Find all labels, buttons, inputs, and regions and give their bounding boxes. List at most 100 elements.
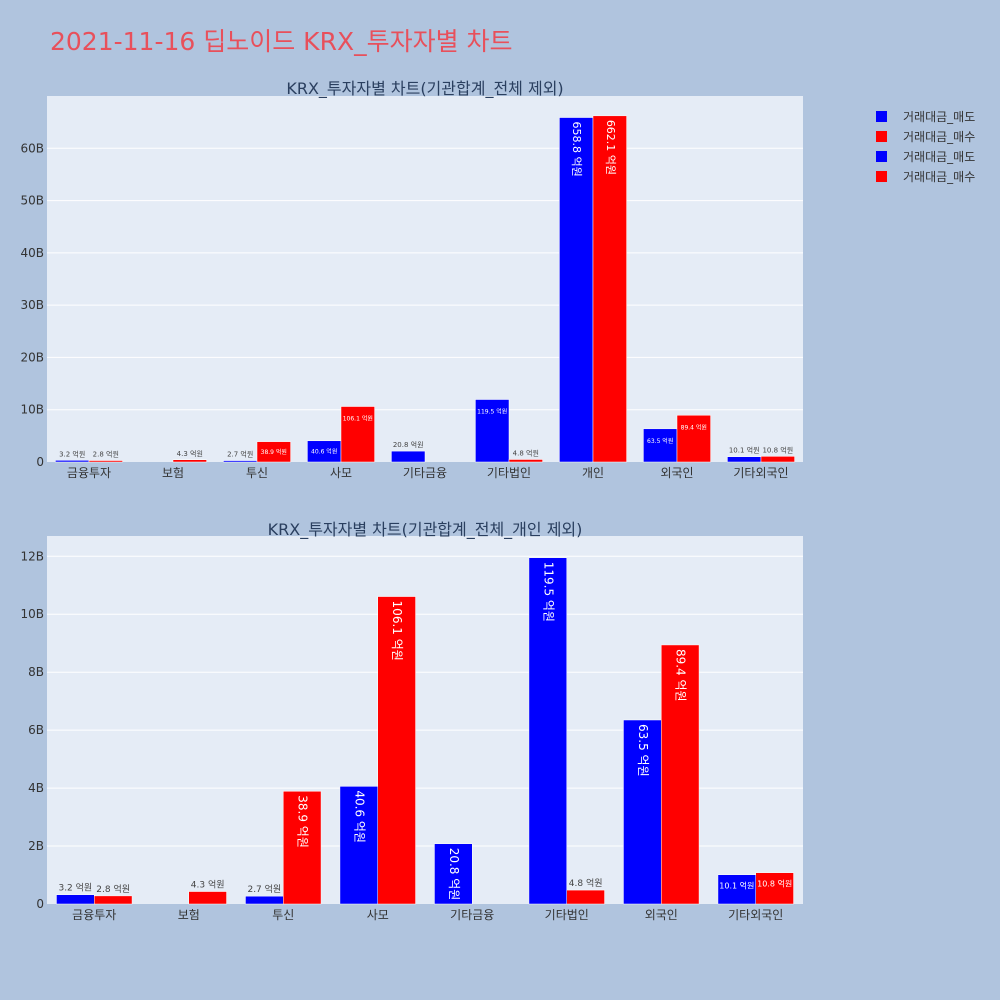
- data-label: 20.8 억원: [393, 440, 424, 449]
- bar: [760, 456, 795, 463]
- data-label: 3.2 억원: [58, 882, 92, 894]
- y-tick-label: 4B: [28, 781, 44, 795]
- x-tick-label: 외국인: [660, 466, 693, 480]
- legend-label: 거래대금_매도: [903, 109, 976, 124]
- y-tick-label: 40B: [20, 246, 44, 260]
- bar: [340, 406, 375, 463]
- data-label: 4.8 억원: [569, 877, 603, 889]
- data-label: 119.5 억원: [477, 408, 507, 416]
- data-label: 38.9 억원: [261, 448, 287, 456]
- data-label: 10.1 억원: [729, 446, 760, 455]
- data-label: 4.3 억원: [177, 449, 203, 458]
- legend-label: 거래대금_매수: [903, 169, 976, 184]
- legend-label: 거래대금_매수: [903, 129, 976, 144]
- y-tick-label: 12B: [20, 549, 44, 563]
- data-label: 2.8 억원: [93, 450, 119, 459]
- x-tick-label: 보험: [162, 466, 184, 480]
- legend-item[interactable]: 거래대금_매도: [876, 106, 975, 126]
- bar: [245, 895, 284, 905]
- x-tick-label: 투신: [272, 908, 294, 922]
- data-label: 63.5 억원: [647, 437, 673, 445]
- bar: [475, 399, 510, 463]
- bar: [188, 891, 227, 905]
- data-label: 40.6 억원: [352, 790, 366, 843]
- x-tick-label: 기타금융: [450, 908, 494, 922]
- y-tick-label: 20B: [20, 350, 44, 364]
- data-label: 4.8 억원: [513, 448, 539, 457]
- y-tick-label: 10B: [20, 607, 44, 621]
- data-label: 63.5 억원: [636, 724, 650, 777]
- legend-item[interactable]: 거래대금_매수: [876, 166, 975, 186]
- data-label: 40.6 억원: [311, 447, 337, 455]
- data-label: 106.1 억원: [390, 601, 404, 661]
- chart-title: KRX_투자자별 차트(기관합계_전체 제외): [286, 79, 563, 99]
- bar: [94, 895, 133, 905]
- bar: [528, 557, 568, 905]
- bar: [434, 843, 473, 905]
- bar: [307, 440, 342, 463]
- bar: [623, 719, 662, 905]
- bar: [661, 644, 700, 905]
- data-label: 119.5 억원: [541, 562, 555, 622]
- y-tick-label: 10B: [20, 403, 44, 417]
- y-tick-label: 0: [36, 897, 44, 911]
- x-tick-label: 기타법인: [545, 908, 589, 922]
- data-label: 20.8 억원: [447, 848, 461, 901]
- x-tick-label: 금융투자: [67, 466, 111, 480]
- legend-item[interactable]: 거래대금_매도: [876, 146, 975, 166]
- bar: [727, 456, 762, 463]
- bar: [172, 459, 207, 463]
- bar: [256, 441, 291, 463]
- data-label: 3.2 억원: [59, 449, 85, 458]
- data-label: 89.4 억원: [674, 649, 688, 702]
- y-tick-label: 50B: [20, 194, 44, 208]
- bar: [676, 415, 711, 463]
- x-tick-label: 보험: [178, 908, 200, 922]
- legend-swatch-sell: [876, 110, 887, 122]
- bar: [508, 459, 543, 463]
- legend: 거래대금_매도 거래대금_매수 거래대금_매도 거래대금_매수: [876, 106, 975, 186]
- data-label: 106.1 억원: [343, 415, 373, 423]
- data-label: 89.4 억원: [681, 423, 707, 431]
- data-label: 38.9 억원: [296, 795, 310, 848]
- data-label: 662.1 억원: [604, 120, 617, 175]
- page-title: 2021-11-16 딥노이드 KRX_투자자별 차트: [50, 27, 513, 56]
- bar: [559, 117, 594, 463]
- x-tick-label: 개인: [582, 466, 604, 480]
- bar: [55, 460, 90, 463]
- data-label: 2.7 억원: [247, 883, 281, 895]
- legend-label: 거래대금_매도: [903, 149, 976, 164]
- x-tick-label: 외국인: [645, 908, 678, 922]
- bar: [717, 874, 757, 905]
- plot-area: [47, 96, 803, 462]
- x-tick-label: 사모: [330, 466, 352, 480]
- bar: [377, 596, 416, 905]
- bar: [223, 460, 258, 463]
- bar: [755, 872, 794, 905]
- y-tick-label: 2B: [28, 839, 44, 853]
- x-tick-label: 기타법인: [487, 466, 531, 480]
- data-label: 2.8 억원: [96, 883, 130, 895]
- bar: [283, 791, 322, 905]
- data-label: 2.7 억원: [227, 450, 253, 459]
- x-tick-label: 기타금융: [403, 466, 447, 480]
- y-tick-label: 30B: [20, 298, 44, 312]
- data-label: 10.8 억원: [762, 445, 793, 454]
- legend-swatch-sell: [876, 150, 887, 162]
- y-tick-label: 60B: [20, 141, 44, 155]
- x-tick-label: 사모: [367, 908, 389, 922]
- plot-area: [47, 536, 803, 904]
- data-label: 658.8 억원: [570, 122, 583, 177]
- bar: [339, 786, 379, 905]
- x-tick-label: 기타외국인: [733, 466, 788, 480]
- legend-swatch-buy: [876, 170, 887, 182]
- y-tick-label: 0: [36, 455, 44, 469]
- x-tick-label: 투신: [246, 466, 268, 480]
- y-tick-label: 6B: [28, 723, 44, 737]
- chart-title: KRX_투자자별 차트(기관합계_전체_개인 제외): [268, 520, 583, 540]
- y-tick-label: 8B: [28, 665, 44, 679]
- legend-item[interactable]: 거래대금_매수: [876, 126, 975, 146]
- legend-swatch-buy: [876, 130, 887, 142]
